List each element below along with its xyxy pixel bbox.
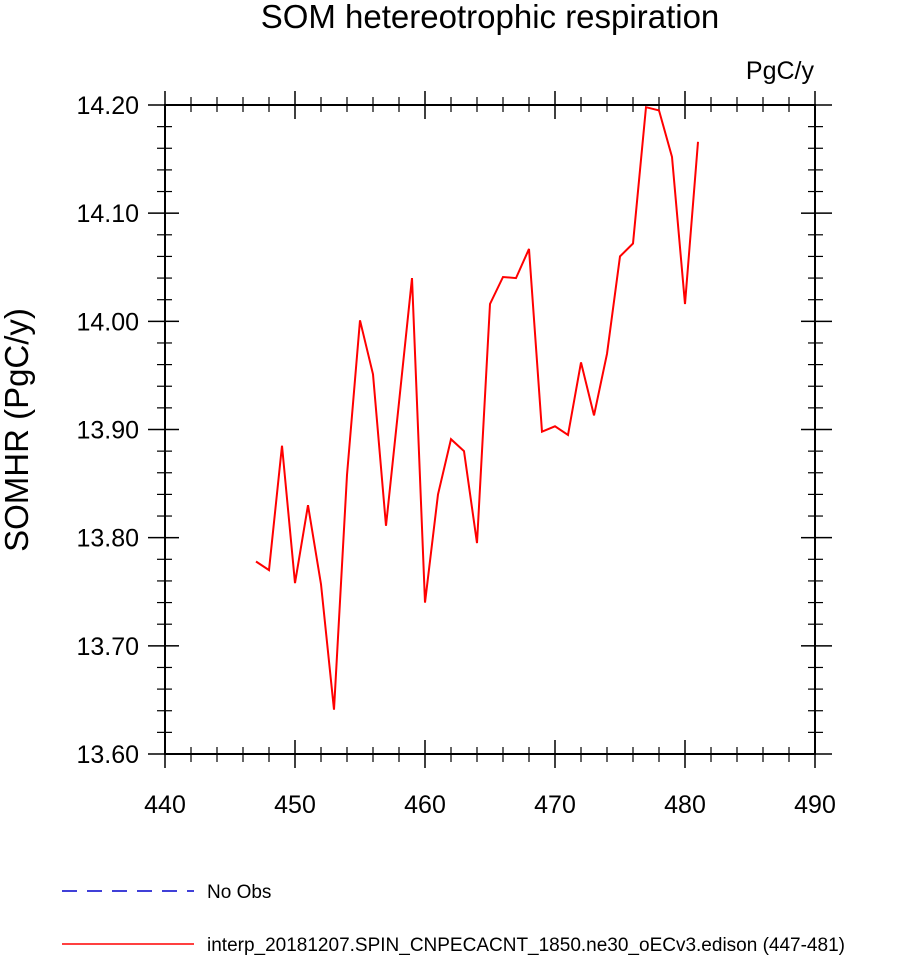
y-axis-label: SOMHR (PgC/y) bbox=[0, 308, 35, 552]
y-tick-label: 13.90 bbox=[76, 417, 139, 445]
y-tick-label: 13.60 bbox=[76, 741, 139, 769]
plot-frame bbox=[164, 104, 816, 755]
y-tick-label: 14.10 bbox=[76, 200, 139, 228]
axis-ticks bbox=[148, 91, 832, 768]
y-tick-label: 14.00 bbox=[76, 308, 139, 336]
y-tick-label: 13.70 bbox=[76, 633, 139, 661]
x-tick-label: 470 bbox=[534, 791, 576, 819]
units-label: PgC/y bbox=[746, 57, 815, 85]
x-tick-label: 440 bbox=[144, 791, 186, 819]
tick-labels: 440 450 460 470 480 490 13.60 13.70 13.80 13.90 14… bbox=[76, 92, 835, 819]
data-series bbox=[255, 105, 699, 710]
x-tick-label: 450 bbox=[274, 791, 316, 819]
x-tick-label: 490 bbox=[794, 791, 836, 819]
series-line-1 bbox=[255, 105, 699, 710]
legend-label-no-obs: No Obs bbox=[207, 882, 271, 903]
x-tick-label: 480 bbox=[664, 791, 706, 819]
legend-label-model-run: interp_20181207.SPIN_CNPECACNT_1850.ne30… bbox=[207, 935, 845, 956]
y-tick-label: 13.80 bbox=[76, 525, 139, 553]
legend: No Obs interp_20181207.SPIN_CNPECACNT_18… bbox=[62, 882, 845, 956]
chart-title: SOM hetereotrophic respiration bbox=[261, 0, 720, 35]
y-tick-label: 14.20 bbox=[76, 92, 139, 120]
x-tick-label: 460 bbox=[404, 791, 446, 819]
